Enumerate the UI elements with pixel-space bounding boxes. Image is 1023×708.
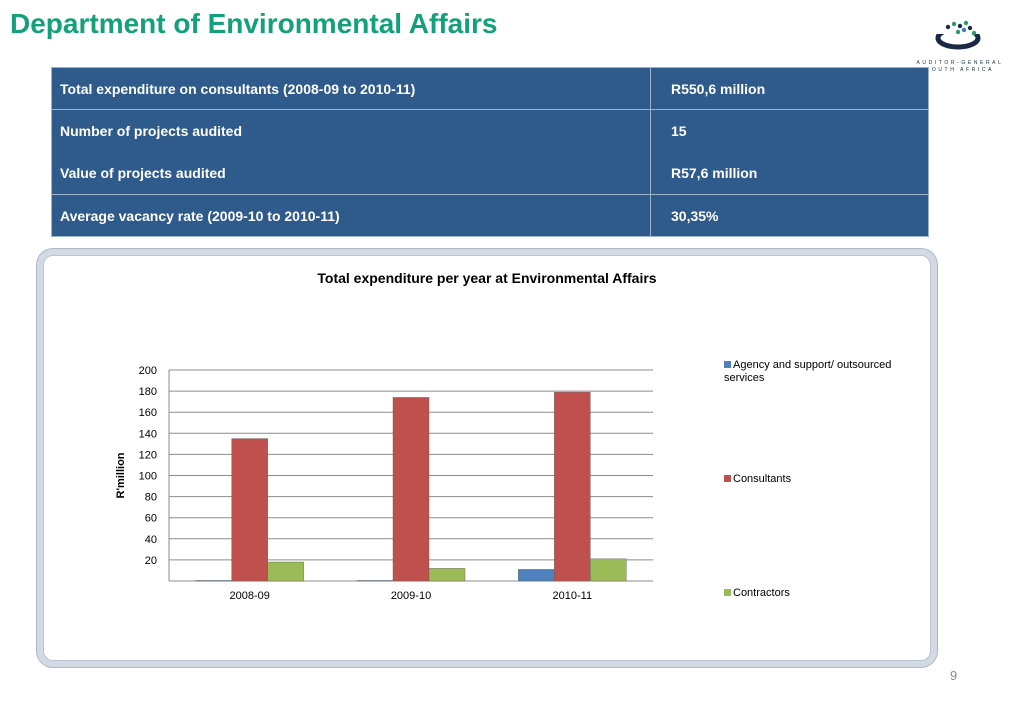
auditor-general-logo: AUDITOR-GENERAL SOUTH AFRICA: [908, 16, 1012, 74]
x-tick-label: 2009-10: [391, 590, 431, 602]
chart-panel: Total expenditure per year at Environmen…: [43, 255, 931, 661]
chart-title: Total expenditure per year at Environmen…: [317, 270, 657, 286]
bar-contractors: [590, 558, 627, 582]
legend-item: Contractors: [724, 587, 914, 600]
table-row: Total expenditure on consultants (2008-0…: [51, 67, 929, 110]
table-row: Number of projects audited Value of proj…: [51, 109, 929, 195]
legend-label: Consultants: [733, 473, 792, 485]
summary-table: Total expenditure on consultants (2008-0…: [51, 67, 929, 237]
table-cell-value: 30,35%: [650, 194, 929, 237]
bar-chart: 20 40 60 80 100 120 140 160 180 200 R'million 2008-…: [115, 365, 653, 602]
legend-swatch: [724, 589, 731, 596]
y-axis-title: R'million: [115, 452, 127, 498]
y-tick-label: 60: [145, 513, 157, 525]
y-tick-label: 160: [139, 407, 157, 419]
table-row: Average vacancy rate (2009-10 to 2010-11…: [51, 194, 929, 237]
table-cell-value: R550,6 million: [650, 67, 929, 110]
table-cell-label: Number of projects audited Value of proj…: [51, 109, 651, 195]
legend-item: Consultants: [724, 473, 914, 486]
x-tick-label: 2008-09: [229, 590, 269, 602]
page-title: Department of Environmental Affairs: [10, 8, 498, 39]
bar-contractors: [267, 561, 304, 582]
table-cell-label-line: Number of projects audited: [60, 123, 243, 139]
y-tick-label: 40: [145, 534, 157, 546]
table-cell-value-line: R57,6 million: [671, 165, 758, 181]
bar-consultants: [231, 438, 268, 582]
table-cell-value: 15 R57,6 million: [650, 109, 929, 195]
bar-agency: [356, 580, 394, 582]
bar-consultants: [554, 391, 591, 582]
page-number: 9: [950, 668, 958, 683]
y-tick-label: 180: [139, 386, 157, 398]
y-tick-label: 80: [145, 492, 157, 504]
y-tick-label: 20: [145, 555, 157, 567]
legend-label: Contractors: [733, 587, 790, 599]
y-tick-label: 100: [139, 471, 157, 483]
y-tick-label: 140: [139, 428, 157, 440]
y-tick-label: 120: [139, 449, 157, 461]
bar-agency: [195, 580, 232, 582]
legend-item: Agency and support/ outsourced services: [724, 359, 914, 385]
bar-contractors: [428, 568, 466, 582]
x-tick-label: 2010-11: [553, 590, 593, 602]
table-cell-value-line: 15: [671, 123, 687, 139]
table-cell-label: Total expenditure on consultants (2008-0…: [51, 67, 651, 110]
logo-text-line2: SOUTH AFRICA: [925, 67, 995, 73]
table-cell-label-line: Value of projects audited: [60, 165, 226, 181]
legend-label: Agency and support/ outsourced services: [724, 359, 892, 384]
logo-emblem-icon: [935, 20, 982, 50]
table-cell-label: Average vacancy rate (2009-10 to 2010-11…: [51, 194, 651, 237]
legend-swatch: [724, 361, 731, 368]
y-tick-label: 200: [139, 365, 157, 377]
legend-swatch: [724, 475, 731, 482]
bar-agency: [518, 569, 555, 582]
bar-consultants: [392, 397, 430, 582]
logo-text-line1: AUDITOR-GENERAL: [916, 60, 1004, 66]
